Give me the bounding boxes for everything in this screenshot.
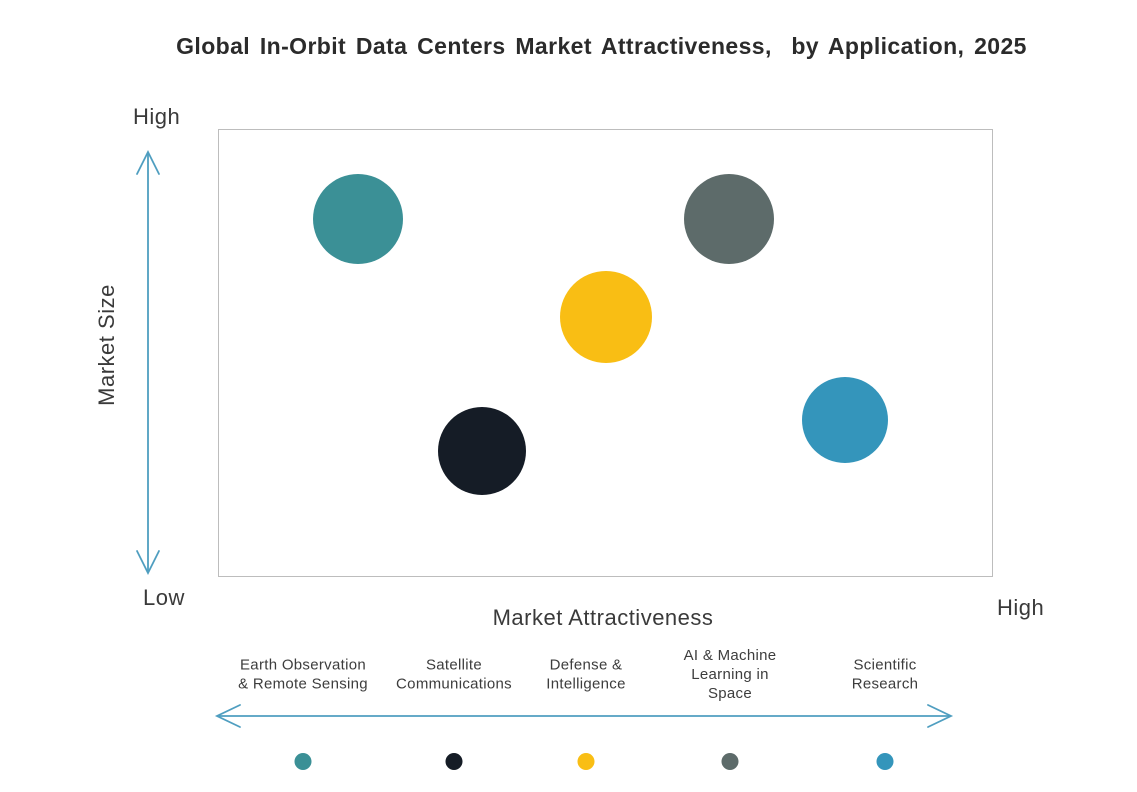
legend-label-satellite-communications: Satellite Communications bbox=[396, 656, 512, 692]
legend-dot-ai-machine-learning-in-space bbox=[721, 753, 739, 770]
y-axis-low-label: Low bbox=[143, 585, 185, 610]
y-axis-title: Market Size bbox=[94, 284, 119, 406]
legend-dot-scientific-research bbox=[876, 753, 894, 770]
bubble-satellite-communications bbox=[437, 407, 526, 496]
bubble-scientific-research bbox=[802, 376, 889, 463]
x-axis-double-arrow-icon bbox=[214, 704, 954, 728]
legend-label-scientific-research: Scientific Research bbox=[851, 656, 919, 692]
legend-dot-defense-intelligence bbox=[577, 753, 595, 770]
legend-dot-earth-observation-remote-sensing bbox=[294, 753, 312, 770]
bubble-ai-machine-learning-in-space bbox=[684, 174, 775, 265]
bubble-defense-intelligence bbox=[559, 271, 652, 364]
y-axis-double-arrow-icon bbox=[136, 149, 160, 576]
y-axis-high-label: High bbox=[133, 104, 181, 129]
legend-dots-row bbox=[0, 753, 1137, 771]
plot-area bbox=[218, 129, 993, 577]
chart-title: Global In-Orbit Data Centers Market Attr… bbox=[176, 33, 1027, 59]
x-axis-title: Market Attractiveness bbox=[492, 605, 714, 630]
x-axis-high-label: High bbox=[997, 595, 1045, 620]
legend-labels-row: Earth Observation & Remote Sensing Satell… bbox=[0, 643, 1137, 707]
bubble-earth-observation-remote-sensing bbox=[313, 174, 404, 265]
legend-label-defense-intelligence: Defense & Intelligence bbox=[546, 656, 626, 692]
legend-label-ai-machine-learning-in-space: AI & Machine Learning in Space bbox=[683, 646, 777, 702]
legend-label-earth-observation-remote-sensing: Earth Observation & Remote Sensing bbox=[238, 656, 368, 692]
legend-dot-satellite-communications bbox=[445, 753, 463, 770]
